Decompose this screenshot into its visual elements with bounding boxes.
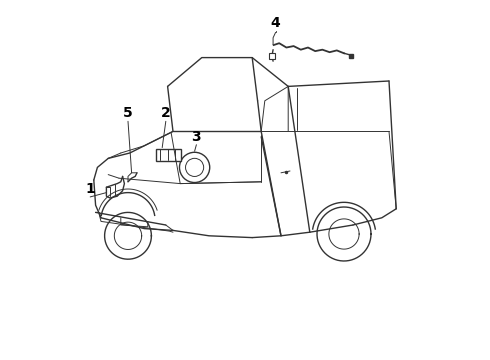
Text: 4: 4 [270,17,280,30]
FancyBboxPatch shape [156,149,181,161]
Text: 5: 5 [123,107,133,120]
Text: 1: 1 [85,182,95,196]
Text: 2: 2 [161,107,171,120]
Text: 3: 3 [192,130,201,144]
